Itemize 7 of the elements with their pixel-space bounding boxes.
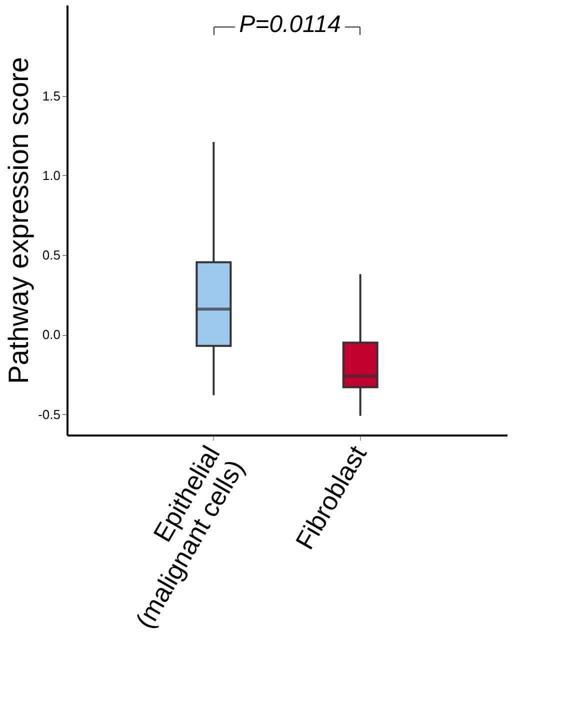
y-axis-title: Pathway expression score [3, 57, 34, 384]
y-tick-label: 1.0 [42, 168, 60, 183]
y-tick-label: 1.5 [42, 88, 60, 104]
annotation: P=0.0114 [239, 11, 341, 38]
y-tick-label: -0.5 [38, 406, 60, 422]
y-tick-label: 0.5 [42, 248, 60, 263]
y-tick-label: 0.0 [42, 327, 60, 342]
